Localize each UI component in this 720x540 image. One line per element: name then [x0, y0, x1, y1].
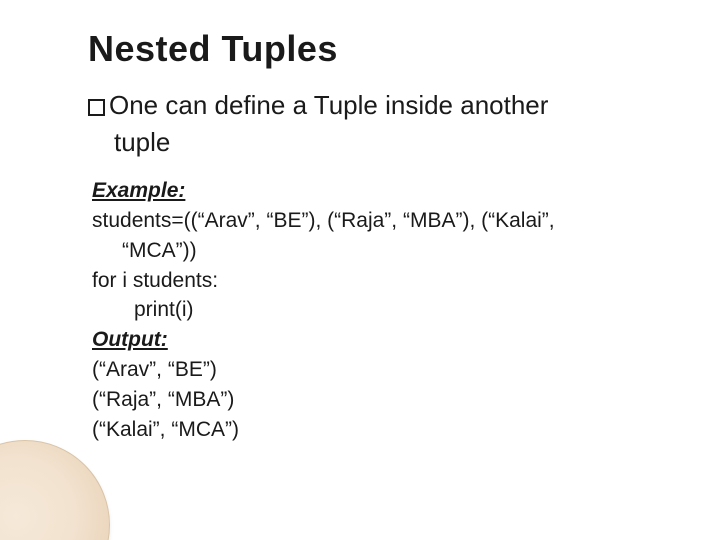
lead-line-1: One can define a Tuple inside another: [88, 88, 670, 123]
output-heading: Output:: [92, 325, 670, 355]
code-line-2: for i students:: [92, 266, 670, 296]
example-heading: Example:: [92, 176, 670, 206]
lead-text-1: One can define a Tuple inside another: [109, 88, 548, 123]
slide-content: Nested Tuples One can define a Tuple ins…: [0, 0, 720, 540]
slide-title: Nested Tuples: [88, 28, 670, 70]
lead-line-2: tuple: [114, 125, 670, 160]
output-line-2: (“Raja”, “MBA”): [92, 385, 670, 415]
output-line-3: (“Kalai”, “MCA”): [92, 415, 670, 445]
square-bullet-icon: [88, 99, 105, 116]
body-block: Example: students=((“Arav”, “BE”), (“Raj…: [92, 176, 670, 444]
code-line-1b: “MCA”)): [122, 236, 670, 266]
output-line-1: (“Arav”, “BE”): [92, 355, 670, 385]
code-line-3: print(i): [134, 295, 670, 325]
code-line-1: students=((“Arav”, “BE”), (“Raja”, “MBA”…: [92, 206, 670, 236]
